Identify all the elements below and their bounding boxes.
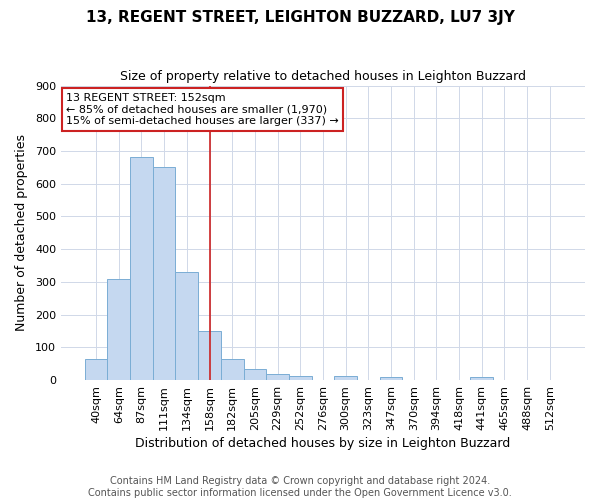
Bar (175, 272, 198, 380)
Bar (153, 168, 175, 380)
Y-axis label: Number of detached properties: Number of detached properties (15, 134, 28, 332)
Bar (198, 331, 221, 380)
Bar (107, 278, 130, 380)
Title: Size of property relative to detached houses in Leighton Buzzard: Size of property relative to detached ho… (120, 70, 526, 83)
Bar (380, 378, 403, 380)
Text: 13, REGENT STREET, LEIGHTON BUZZARD, LU7 3JY: 13, REGENT STREET, LEIGHTON BUZZARD, LU7… (86, 10, 514, 25)
Bar (289, 376, 311, 380)
Bar (85, 360, 107, 380)
X-axis label: Distribution of detached houses by size in Leighton Buzzard: Distribution of detached houses by size … (136, 437, 511, 450)
Bar (221, 360, 244, 380)
Bar (244, 370, 266, 380)
Bar (266, 374, 289, 380)
Text: Contains HM Land Registry data © Crown copyright and database right 2024.
Contai: Contains HM Land Registry data © Crown c… (88, 476, 512, 498)
Bar (470, 377, 493, 380)
Text: 13 REGENT STREET: 152sqm
← 85% of detached houses are smaller (1,970)
15% of sem: 13 REGENT STREET: 152sqm ← 85% of detach… (66, 93, 339, 126)
Bar (334, 376, 357, 380)
Bar (130, 156, 153, 380)
